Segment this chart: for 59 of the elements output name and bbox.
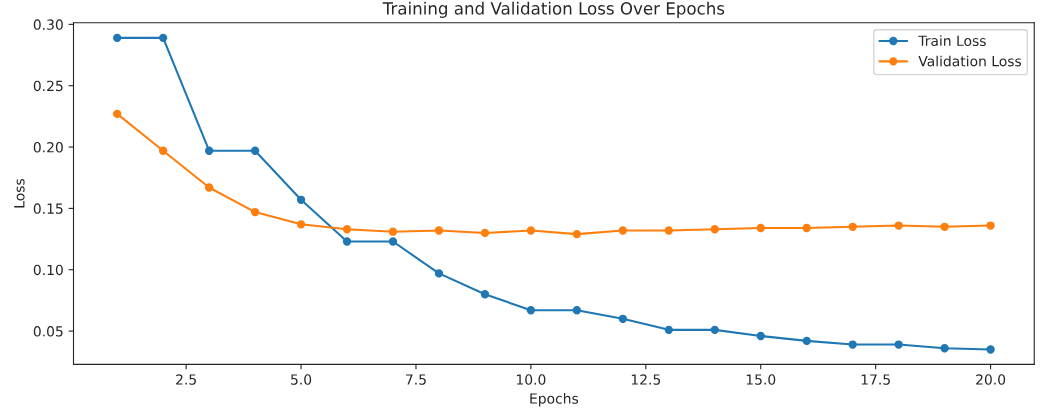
point	[940, 222, 949, 231]
point	[802, 336, 811, 346]
point	[710, 225, 719, 234]
point	[526, 306, 536, 315]
point	[158, 33, 168, 43]
point	[986, 345, 995, 354]
point	[572, 229, 582, 239]
x-tick-label: 15.0	[746, 374, 776, 385]
point	[204, 146, 214, 155]
y-tick-label: 0.25	[33, 80, 63, 92]
point	[848, 222, 857, 231]
chart-title: Training and Validation Loss Over Epochs	[382, 1, 725, 18]
point	[618, 314, 627, 323]
point	[940, 344, 949, 353]
y-tick-label: 0.05	[33, 326, 63, 337]
x-tick-label: 2.5	[176, 374, 196, 385]
point	[388, 237, 398, 246]
point	[894, 340, 903, 349]
point	[113, 109, 122, 119]
point	[480, 290, 490, 299]
point	[342, 225, 352, 234]
x-tick-label: 5.0	[291, 374, 312, 385]
y-tick-label: 0.15	[33, 203, 63, 214]
y-tick-label: 0.30	[33, 19, 63, 30]
x-tick-label: 7.5	[406, 374, 426, 385]
point	[434, 226, 444, 235]
legend-label: Validation Loss	[918, 55, 1022, 67]
point	[802, 223, 811, 233]
point	[480, 228, 490, 238]
y-tick-label: 0.10	[33, 264, 63, 276]
point	[250, 146, 260, 155]
x-tick-label: 10.0	[516, 374, 546, 385]
point	[986, 221, 995, 230]
y-tick-label: 0.20	[33, 142, 63, 153]
x-tick-label: 12.5	[631, 374, 661, 385]
point	[434, 269, 444, 278]
x-axis-title: Epochs	[530, 393, 579, 407]
point	[848, 340, 857, 349]
point	[158, 146, 168, 155]
point	[572, 306, 582, 315]
point	[756, 223, 765, 233]
point	[113, 33, 122, 43]
point	[204, 183, 214, 192]
point	[342, 237, 352, 246]
point	[296, 195, 306, 204]
point	[894, 221, 903, 230]
point	[710, 325, 719, 335]
point	[388, 227, 398, 236]
point	[526, 226, 536, 235]
point	[664, 325, 673, 335]
point	[664, 226, 673, 235]
point	[618, 226, 627, 235]
point	[250, 207, 260, 217]
legend-label: Train Loss	[918, 35, 986, 47]
y-axis-title: Loss	[14, 178, 25, 208]
point	[296, 220, 306, 229]
x-tick-label: 20.0	[976, 374, 1006, 385]
x-tick-label: 17.5	[861, 374, 890, 385]
point	[756, 331, 765, 341]
